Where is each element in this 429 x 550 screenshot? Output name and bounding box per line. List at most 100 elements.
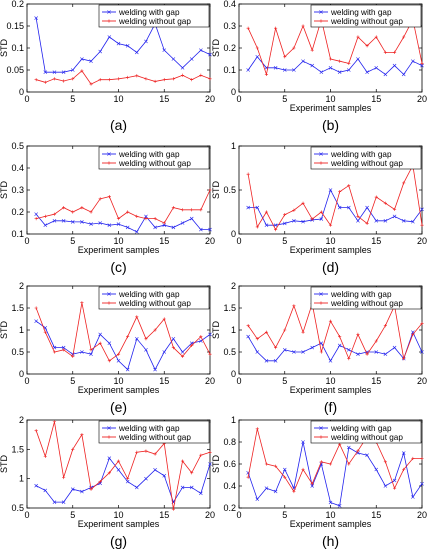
y-tick-label: 0.5 [11,347,24,357]
data-point [401,451,406,455]
y-tick-label: 0.3 [223,21,236,31]
data-point [70,220,75,224]
data-point [319,460,323,464]
data-point [282,221,287,226]
legend-label: welding without gap [118,159,191,168]
data-point [80,301,84,305]
legend-label: welding with gap [330,424,392,433]
x-tick-label: 20 [417,236,427,246]
legend-marker [319,161,323,165]
data-point [246,334,250,339]
data-point [171,346,175,350]
legend-box [98,4,210,28]
data-point [319,217,324,221]
legend-box [310,286,422,310]
data-point [310,484,315,488]
data-point [392,207,397,211]
data-point [180,354,185,358]
data-point [292,46,296,50]
x-tick-label: 0 [24,510,29,520]
data-point [180,221,185,225]
x-tick-label: 10 [325,236,335,246]
data-point [208,352,212,356]
data-point [116,77,121,81]
y-tick-label: 0.5 [223,347,236,357]
data-point [264,210,269,214]
data-point [264,330,269,334]
y-tick-label: 0.15 [6,21,24,31]
y-tick-label: 0 [231,369,236,379]
x-axis-label: Experiment samples [290,385,372,395]
data-point [116,358,121,363]
data-point [383,218,388,223]
x-tick-label: 0 [24,236,29,246]
data-point [301,330,305,334]
data-point [52,70,57,75]
x-tick-label: 10 [113,94,123,104]
x-tick-label: 10 [325,510,335,520]
data-point [346,205,351,210]
data-point [189,57,194,61]
data-point [337,70,342,75]
legend-label: welding without gap [330,17,403,26]
data-point [347,357,351,361]
data-point [420,456,424,461]
data-point [301,59,305,64]
data-point [208,188,212,192]
data-point [246,324,250,328]
data-point [98,341,102,345]
y-tick-label: 1 [231,415,236,425]
y-tick-label: 0.5 [11,141,24,151]
data-point [107,35,112,39]
data-point [180,65,185,70]
data-point [402,35,406,39]
data-point [420,207,424,212]
data-point [319,210,323,214]
data-point [89,352,93,357]
legend-marker [107,10,111,14]
legend-marker [319,19,323,23]
data-point [264,72,269,76]
data-point [310,63,315,68]
data-point [61,70,66,75]
y-tick-label: 2 [19,281,24,291]
data-point [328,65,333,70]
data-point [392,63,397,68]
series-line-with-gap [247,441,423,507]
legend-marker [107,435,111,439]
data-point [374,35,378,39]
data-point [34,217,38,221]
x-axis-label: Experiment samples [78,245,160,255]
legend-label: welding without gap [330,433,403,442]
data-point [411,495,415,499]
panel-label: (a) [110,117,127,133]
data-point [116,468,121,472]
data-point [162,221,166,225]
data-point [374,350,379,354]
legend-box [310,146,422,170]
data-point [338,59,342,63]
y-tick-label: 0 [231,87,236,97]
data-point [34,483,38,488]
y-tick-label: 1 [231,141,236,151]
x-tick-label: 5 [282,510,287,520]
data-point [162,223,167,228]
data-point [347,184,351,188]
legend-label: welding without gap [118,17,191,26]
data-point [171,507,175,511]
data-point [144,39,148,44]
y-tick-label: 0.2 [11,207,24,217]
chart-panel-f: 0 5 10 15 20 0 0.5 1 1.5 2 STD Experiment samples we… [211,281,427,415]
data-point [171,57,176,61]
y-tick-label: 0 [19,369,24,379]
y-axis-label: STD [0,454,9,473]
y-tick-label: 1.5 [11,303,24,313]
chart-panel-b: 0 5 10 15 20 0 0.1 0.2 0.3 0.4 STD Experiment sampl… [211,0,427,133]
legend-marker [319,152,323,156]
data-point [346,347,351,352]
data-point [246,475,250,479]
data-point [89,222,93,226]
data-point [135,450,139,454]
legend-marker [319,301,323,305]
data-point [328,223,333,227]
